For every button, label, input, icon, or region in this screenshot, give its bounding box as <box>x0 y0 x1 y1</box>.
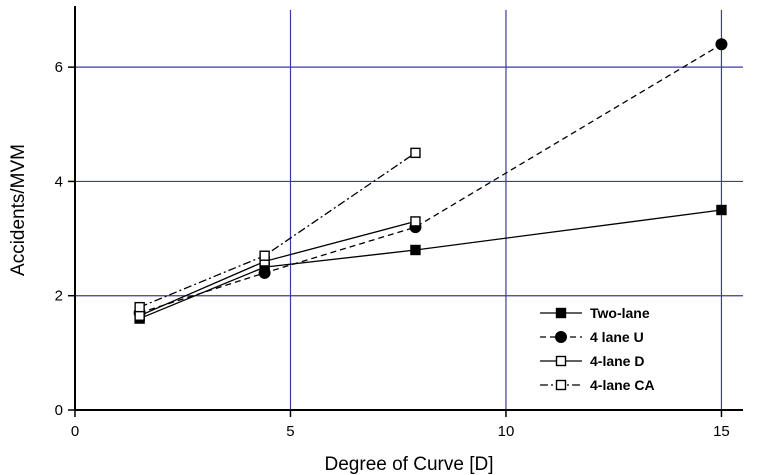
data-point <box>134 310 145 321</box>
legend-marker <box>555 355 567 367</box>
legend-label: 4-lane CA <box>590 377 655 393</box>
y-tick-label: 6 <box>55 59 63 76</box>
legend-marker <box>555 331 567 343</box>
ticks: 0 5 10 15 0 2 4 6 <box>55 59 730 440</box>
data-point <box>410 147 421 159</box>
legend-item: 4 lane U <box>540 329 644 345</box>
y-tick-label: 0 <box>55 402 63 419</box>
x-tick-label: 0 <box>71 423 79 440</box>
grid <box>75 10 743 410</box>
legend-item: Two-lane <box>540 305 650 321</box>
data-point <box>259 250 270 261</box>
legend-item: 4-lane D <box>540 353 644 369</box>
series-1 <box>139 43 722 314</box>
data-point <box>258 266 271 279</box>
series-3 <box>139 152 416 308</box>
data-point <box>410 244 421 256</box>
series-markers-3 <box>134 147 421 313</box>
axes <box>74 6 743 411</box>
series-markers-1 <box>133 38 728 319</box>
legend-marker <box>555 379 567 391</box>
data-point <box>716 204 727 216</box>
x-tick-label: 15 <box>713 423 730 440</box>
legend-label: 4 lane U <box>590 329 644 345</box>
series-line <box>139 43 722 314</box>
legend-item: 4-lane CA <box>540 377 655 393</box>
x-tick-label: 5 <box>286 423 294 440</box>
y-axis-label: Accidents/MVM <box>8 144 29 276</box>
legend-label: Two-lane <box>590 305 650 321</box>
y-tick-label: 4 <box>55 173 63 190</box>
series-0 <box>139 209 722 320</box>
data-point <box>410 216 421 227</box>
series-line <box>139 152 416 308</box>
data-point <box>715 38 728 51</box>
legend-marker <box>555 307 567 319</box>
legend-label: 4-lane D <box>590 353 644 369</box>
series-line <box>139 209 722 320</box>
x-axis-label: Degree of Curve [D] <box>325 454 494 475</box>
legend: Two-lane 4 lane U 4-lane D 4-lane CA <box>540 305 655 393</box>
y-tick-label: 2 <box>55 288 63 305</box>
x-tick-label: 10 <box>498 423 515 440</box>
series <box>133 38 728 324</box>
data-point <box>134 301 145 313</box>
